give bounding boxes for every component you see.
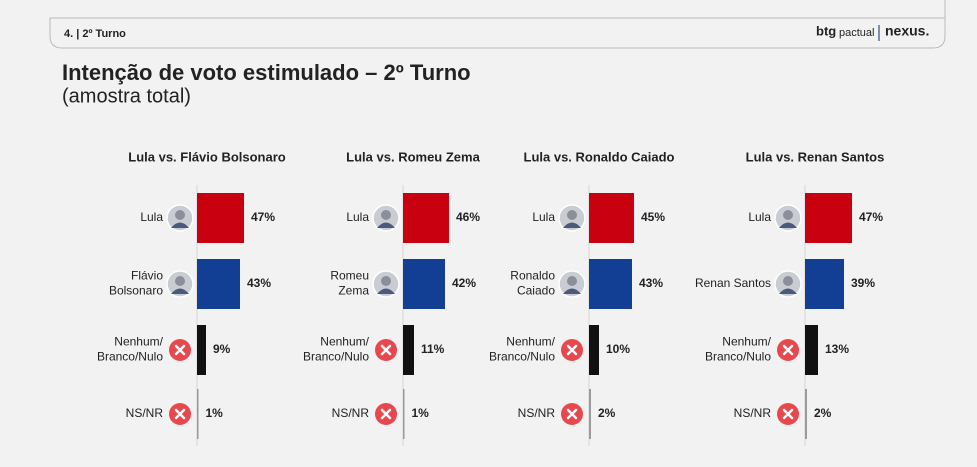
- x-icon-cross: [174, 408, 186, 420]
- category-label: Renan Santos: [695, 276, 771, 290]
- category-label: Nenhum/Branco/Nulo: [489, 335, 556, 364]
- subtitle: (amostra total): [62, 85, 191, 107]
- value-label: 46%: [456, 210, 480, 224]
- avatar-head: [567, 276, 577, 286]
- brand-sub: pactual: [839, 27, 874, 39]
- category-label: Lula: [748, 210, 771, 224]
- bar: [403, 259, 445, 309]
- value-label: 1%: [412, 406, 430, 420]
- bar: [805, 325, 818, 375]
- value-label: 11%: [421, 342, 445, 356]
- x-icon-cross: [380, 344, 392, 356]
- avatar-head: [381, 276, 391, 286]
- x-icon-cross: [380, 408, 392, 420]
- value-label: 45%: [641, 210, 665, 224]
- x-icon-cross: [566, 344, 578, 356]
- chart-title: Lula vs. Renan Santos: [746, 149, 885, 164]
- bar: [197, 389, 199, 439]
- category-label: Lula: [140, 210, 163, 224]
- value-label: 9%: [213, 342, 231, 356]
- avatar-body: [377, 288, 395, 294]
- title: Intenção de voto estimulado – 2º Turno: [62, 60, 471, 85]
- category-label: Nenhum/Branco/Nulo: [705, 335, 772, 364]
- bar: [197, 325, 206, 375]
- avatar-body: [779, 222, 797, 228]
- avatar-head: [175, 276, 185, 286]
- bar: [589, 193, 634, 243]
- category-label: Ronaldo Caiado: [510, 269, 555, 298]
- value-label: 42%: [452, 276, 476, 290]
- category-label: NS/NR: [126, 406, 164, 420]
- bar: [805, 389, 807, 439]
- avatar-head: [175, 210, 185, 220]
- category-label: NS/NR: [734, 406, 772, 420]
- value-label: 10%: [606, 342, 630, 356]
- value-label: 13%: [825, 342, 849, 356]
- x-icon-cross: [566, 408, 578, 420]
- bar: [589, 389, 591, 439]
- category-label: NS/NR: [518, 406, 556, 420]
- category-label: Nenhum/Branco/Nulo: [303, 335, 370, 364]
- chart-title: Lula vs. Flávio Bolsonaro: [128, 149, 286, 164]
- bar: [805, 259, 844, 309]
- bar: [403, 389, 405, 439]
- value-label: 47%: [251, 210, 275, 224]
- value-label: 2%: [814, 406, 832, 420]
- value-label: 2%: [598, 406, 616, 420]
- bar: [589, 325, 599, 375]
- avatar-head: [783, 210, 793, 220]
- x-icon-cross: [782, 344, 794, 356]
- bar: [403, 325, 414, 375]
- brand: btg: [816, 23, 836, 38]
- avatar-body: [563, 222, 581, 228]
- value-label: 43%: [639, 276, 663, 290]
- avatar-head: [567, 210, 577, 220]
- avatar-head: [783, 276, 793, 286]
- partner: nexus.: [885, 23, 929, 39]
- category-label: Nenhum/Branco/Nulo: [97, 335, 164, 364]
- category-label: Romeu Zema: [330, 269, 369, 298]
- avatar-body: [563, 288, 581, 294]
- category-label: Flávio Bolsonaro: [109, 269, 163, 298]
- bar: [197, 193, 244, 243]
- bar: [805, 193, 852, 243]
- bar: [403, 193, 449, 243]
- value-label: 43%: [247, 276, 271, 290]
- bar: [197, 259, 240, 309]
- avatar-body: [779, 288, 797, 294]
- x-icon-cross: [174, 344, 186, 356]
- value-label: 47%: [859, 210, 883, 224]
- avatar-body: [171, 222, 189, 228]
- chart-title: Lula vs. Ronaldo Caiado: [524, 149, 675, 164]
- value-label: 1%: [206, 406, 224, 420]
- category-label: Lula: [532, 210, 555, 224]
- value-label: 39%: [851, 276, 875, 290]
- avatar-head: [381, 210, 391, 220]
- x-icon-cross: [782, 408, 794, 420]
- category-label: Lula: [346, 210, 369, 224]
- bar: [589, 259, 632, 309]
- avatar-body: [377, 222, 395, 228]
- header-box: [49, 17, 946, 49]
- avatar-body: [171, 288, 189, 294]
- section-label: 4. | 2º Turno: [64, 28, 126, 40]
- category-label: NS/NR: [332, 406, 370, 420]
- chart-title: Lula vs. Romeu Zema: [346, 149, 480, 164]
